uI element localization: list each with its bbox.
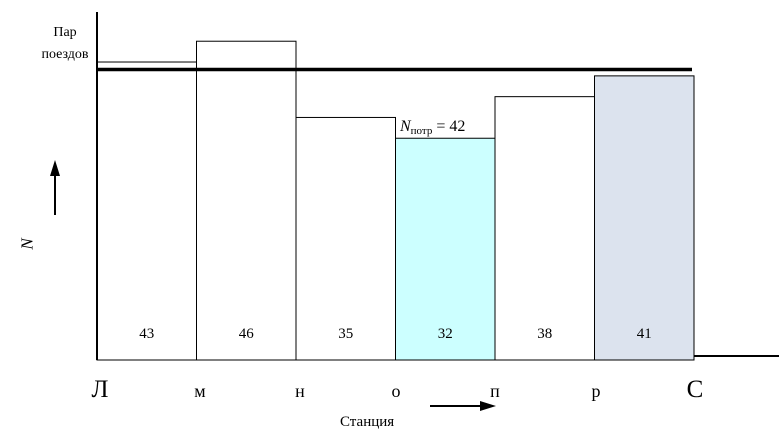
bar-value-label-1: 43 (139, 326, 154, 342)
station-label-6: р (592, 381, 601, 401)
y-axis-label-line-1: Пар (53, 25, 77, 40)
bar-value-label-3: 35 (338, 326, 353, 342)
station-label-4: о (392, 381, 401, 401)
bar-value-label-4: 32 (438, 326, 453, 342)
bar-value-label-2: 46 (239, 326, 255, 342)
bar-3 (295, 116, 396, 361)
station-label-5: п (490, 381, 500, 401)
station-label-7: С (687, 376, 704, 403)
y-axis-label-line-2: поездов (41, 47, 89, 62)
reference-line-label: Nпотр = 42 (399, 118, 465, 137)
y-arrow-head (50, 160, 60, 176)
bar-6 (594, 75, 695, 361)
station-label-1: Л (92, 376, 109, 403)
y-axis-label: Пар поездов (30, 22, 100, 66)
bars-group: 43 46 35 32 38 41 (96, 40, 695, 361)
bar-4 (395, 137, 496, 361)
bar-value-label-5: 38 (537, 326, 552, 342)
bar-value-label-6: 41 (637, 326, 652, 342)
n-axis-symbol: N (17, 238, 37, 250)
reference-line-group: Nпотр = 42 (97, 67, 692, 137)
bar-5 (494, 96, 595, 361)
bar-2 (196, 40, 297, 361)
x-arrow-head (480, 401, 496, 411)
bar-1 (96, 61, 197, 361)
arrows-group (50, 160, 496, 411)
x-axis-label: Станция (340, 414, 395, 430)
station-label-2: м (194, 381, 205, 401)
station-label-3: н (295, 381, 305, 401)
